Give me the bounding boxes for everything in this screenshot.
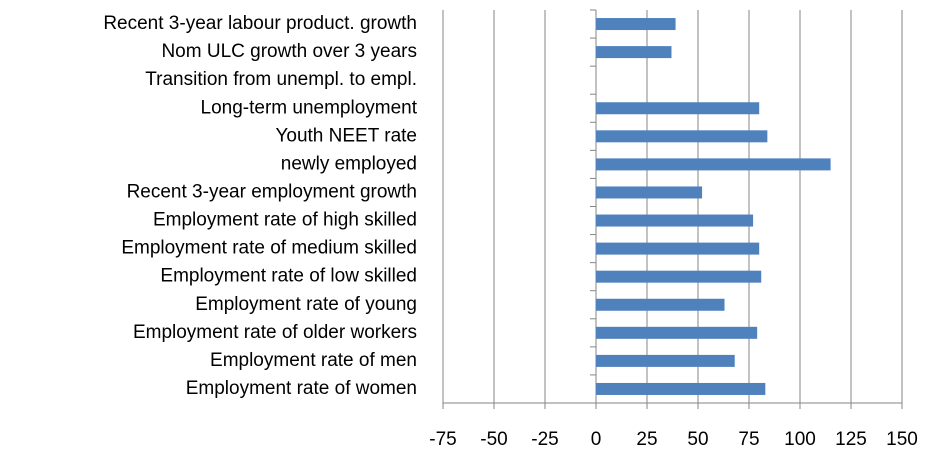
- bar: [596, 186, 703, 199]
- x-tick-label: -50: [480, 429, 507, 450]
- y-tick-label: Employment rate of older workers: [133, 322, 417, 343]
- y-tick-label: Employment rate of men: [210, 350, 417, 371]
- bar: [596, 18, 676, 31]
- bar: [596, 354, 735, 367]
- x-tick-label: 100: [784, 429, 816, 450]
- y-tick-label: Youth NEET rate: [275, 125, 417, 146]
- bar: [596, 214, 754, 227]
- y-tick-label: Recent 3-year labour product. growth: [103, 13, 417, 34]
- y-tick-label: newly employed: [281, 153, 417, 174]
- bar: [596, 382, 766, 395]
- bar: [596, 298, 725, 311]
- bar: [596, 242, 760, 255]
- bar: [596, 270, 762, 283]
- y-tick-label: Employment rate of high skilled: [153, 210, 417, 231]
- y-tick-label: Employment rate of low skilled: [160, 266, 417, 287]
- x-tick-label: -25: [531, 429, 558, 450]
- y-tick-label: Long-term unemployment: [201, 97, 418, 118]
- bar: [596, 130, 768, 143]
- bar: [596, 102, 760, 115]
- y-tick-label: Employment rate of young: [195, 294, 417, 315]
- y-tick-label: Nom ULC growth over 3 years: [161, 41, 417, 62]
- y-tick-label: Recent 3-year employment growth: [127, 181, 417, 202]
- y-tick-label: Transition from unempl. to empl.: [145, 69, 417, 90]
- x-tick-label: 150: [886, 429, 918, 450]
- x-tick-label: 125: [835, 429, 867, 450]
- bar: [596, 46, 672, 59]
- x-tick-label: 75: [738, 429, 759, 450]
- y-tick-label: Employment rate of women: [186, 378, 417, 399]
- bar: [596, 326, 758, 339]
- y-tick-label: Employment rate of medium skilled: [121, 238, 417, 259]
- x-tick-label: 25: [636, 429, 657, 450]
- bar: [596, 158, 831, 171]
- x-tick-label: -75: [429, 429, 456, 450]
- x-tick-label: 50: [687, 429, 708, 450]
- x-tick-label: 0: [591, 429, 602, 450]
